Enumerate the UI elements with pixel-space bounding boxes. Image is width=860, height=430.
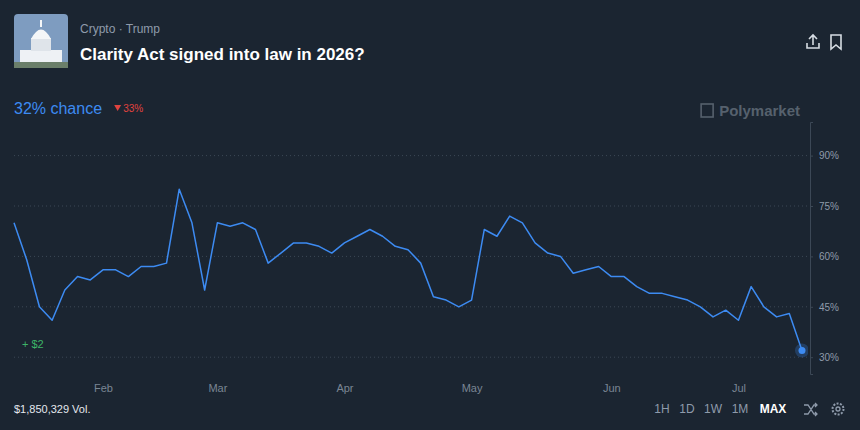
x-tick-label: May <box>462 382 483 394</box>
y-tick: 75% <box>810 201 839 212</box>
icon-base <box>20 50 62 64</box>
grid-line <box>14 206 808 207</box>
chart-page: Crypto · Trump Clarity Act signed into la… <box>0 0 860 430</box>
icon-dome <box>31 30 51 40</box>
change-arrow <box>114 105 121 111</box>
probability: 32% chance <box>14 100 102 117</box>
range-button[interactable]: MAX <box>760 402 787 416</box>
icon-sky <box>14 14 68 68</box>
volume: $1,850,329 Vol. <box>14 403 90 415</box>
x-tick: Jul <box>732 374 746 394</box>
x-tick: May <box>462 374 483 394</box>
watermark: Polymarket <box>719 102 800 119</box>
x-tick-label: Apr <box>336 382 353 394</box>
settings-button[interactable] <box>833 404 844 415</box>
price-line <box>14 189 802 350</box>
grid-line <box>14 256 808 257</box>
compare-icon[interactable] <box>804 403 817 416</box>
share-icon[interactable] <box>807 35 819 48</box>
x-tick: Mar <box>208 374 227 394</box>
y-axis-line <box>811 123 814 375</box>
bookmark-icon[interactable] <box>831 35 841 49</box>
x-tick-label: Feb <box>94 382 113 394</box>
settings-hub[interactable] <box>836 407 840 411</box>
y-tick-mark <box>810 307 813 308</box>
grid-line <box>14 357 808 358</box>
watermark-logo <box>701 104 713 117</box>
x-tick-label: Jul <box>732 382 746 394</box>
y-tick: 90% <box>810 150 839 161</box>
y-tick-label: 90% <box>819 150 839 161</box>
x-axis: Feb Mar Apr May Jun Jul <box>94 374 746 394</box>
market-icon <box>14 14 68 68</box>
y-tick-label: 45% <box>819 302 839 313</box>
bookmark-button[interactable] <box>831 35 841 49</box>
y-axis: 30% 45% 60% 75% 90% <box>810 123 839 375</box>
background <box>0 0 860 430</box>
icon-ground <box>14 62 68 68</box>
range-button[interactable]: 1D <box>679 402 695 416</box>
end-dot <box>799 347 806 354</box>
share-button[interactable] <box>807 35 819 48</box>
y-tick: 30% <box>810 352 839 363</box>
grid-line <box>14 306 808 307</box>
x-tick: Apr <box>336 374 353 394</box>
icon-drum <box>31 38 51 51</box>
range-button[interactable]: 1W <box>704 402 723 416</box>
compare-button[interactable] <box>804 403 817 416</box>
x-tick-label: Mar <box>208 382 227 394</box>
x-tick: Feb <box>94 374 113 394</box>
y-tick-mark <box>810 256 813 257</box>
annotation: + $2 <box>22 338 44 350</box>
grid-line <box>14 155 808 156</box>
x-tick: Jun <box>603 374 621 394</box>
grid <box>14 156 808 358</box>
y-tick-mark <box>810 156 813 157</box>
change: 33% <box>123 103 143 114</box>
end-dot-halo <box>795 343 808 357</box>
plot-area <box>14 189 808 357</box>
y-tick-label: 30% <box>819 352 839 363</box>
y-tick: 60% <box>810 251 839 262</box>
y-tick-label: 60% <box>819 251 839 262</box>
x-tick-label: Jun <box>603 382 621 394</box>
settings-gear[interactable] <box>833 404 844 415</box>
range-button[interactable]: 1H <box>654 402 669 416</box>
icon-spire <box>40 20 42 27</box>
range-button[interactable]: 1M <box>732 402 749 416</box>
y-tick-label: 75% <box>819 201 839 212</box>
y-tick-mark <box>810 206 813 207</box>
category: Crypto · Trump <box>80 22 160 36</box>
y-tick: 45% <box>810 302 839 313</box>
y-tick-mark <box>810 357 813 358</box>
title: Clarity Act signed into law in 2026? <box>80 45 365 64</box>
